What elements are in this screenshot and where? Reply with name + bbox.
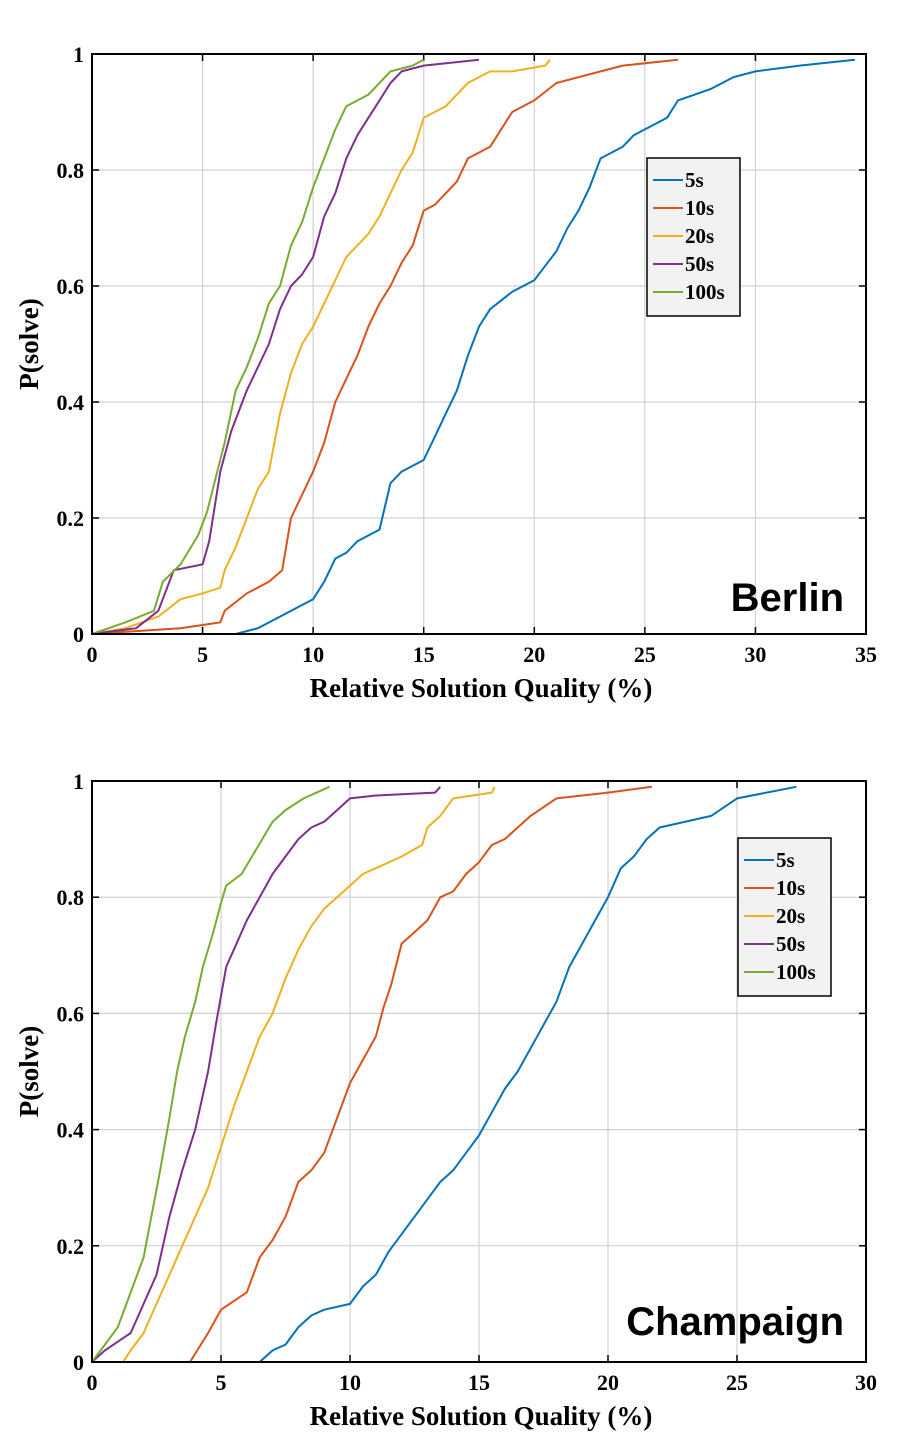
y-tick-label: 0.6	[57, 274, 85, 299]
series-line-5s	[235, 58, 856, 635]
legend-label-5s: 5s	[685, 168, 704, 192]
axes-frame	[91, 780, 867, 1363]
x-tick-label: 20	[523, 642, 545, 667]
series-line-20s	[122, 786, 496, 1363]
legend-label-100s: 100s	[776, 960, 816, 984]
y-tick-label: 1	[73, 42, 84, 67]
x-tick-label: 35	[855, 642, 877, 667]
series-line-10s	[189, 785, 653, 1363]
series-line-50s	[91, 786, 442, 1363]
y-tick-label: 0.4	[57, 1118, 85, 1143]
legend-label-100s: 100s	[685, 280, 725, 304]
x-tick-label: 15	[468, 1370, 490, 1395]
series-line-10s	[91, 58, 679, 635]
x-tick-label: 20	[597, 1370, 619, 1395]
x-axis-title: Relative Solution Quality (%)	[310, 1401, 653, 1431]
chart-2: 0 5 10 15 20 25 30 0 0.2 0.4 0.6 0.8 1 Relative Solut…	[14, 769, 877, 1431]
y-tick-label: 0.8	[57, 885, 85, 910]
y-tick-label: 0.8	[57, 158, 85, 183]
x-tick-label: 10	[302, 642, 324, 667]
legend-label-5s: 5s	[776, 848, 795, 872]
x-tick-label: 0	[87, 1370, 98, 1395]
x-tick-label: 15	[413, 642, 435, 667]
legend-label-50s: 50s	[685, 252, 714, 276]
x-tick-label: 30	[744, 642, 766, 667]
y-tick-label: 0	[73, 1350, 84, 1375]
panel-label: Champaign	[626, 1300, 844, 1344]
y-tick-label: 0	[73, 622, 84, 647]
y-tick-label: 0.2	[57, 1234, 85, 1259]
x-tick-label: 0	[87, 642, 98, 667]
x-tick-label: 25	[726, 1370, 748, 1395]
legend-label-10s: 10s	[776, 876, 805, 900]
legend-label-20s: 20s	[776, 904, 805, 928]
y-tick-label: 1	[73, 769, 84, 794]
x-tick-label: 25	[634, 642, 656, 667]
y-tick-label: 0.6	[57, 1001, 85, 1026]
y-axis-title: P(solve)	[14, 1026, 44, 1117]
x-tick-label: 30	[855, 1370, 877, 1395]
x-tick-label: 5	[216, 1370, 227, 1395]
series-line-50s	[91, 58, 480, 635]
legend: 5s 10s 20s 50s 100s	[737, 837, 832, 997]
series-line-100s	[91, 58, 425, 635]
series-line-5s	[259, 785, 797, 1363]
legend: 5s 10s 20s 50s 100s	[646, 157, 741, 317]
axes-frame	[91, 53, 867, 635]
y-tick-label: 0.2	[57, 506, 85, 531]
chart-1: 0 5 10 15 20 25 30 35 0 0.2 0.4 0.6 0.8 1 Relative Sol…	[14, 42, 877, 703]
x-tick-label: 5	[197, 642, 208, 667]
legend-label-10s: 10s	[685, 196, 714, 220]
series-line-20s	[91, 59, 551, 635]
y-tick-label: 0.4	[57, 390, 85, 415]
series-line-100s	[91, 785, 330, 1363]
plot-area	[92, 54, 866, 634]
y-axis-title: P(solve)	[14, 298, 44, 389]
legend-label-20s: 20s	[685, 224, 714, 248]
legend-label-50s: 50s	[776, 932, 805, 956]
x-axis-title: Relative Solution Quality (%)	[310, 673, 653, 703]
x-tick-label: 10	[339, 1370, 361, 1395]
panel-label: Berlin	[731, 576, 844, 620]
